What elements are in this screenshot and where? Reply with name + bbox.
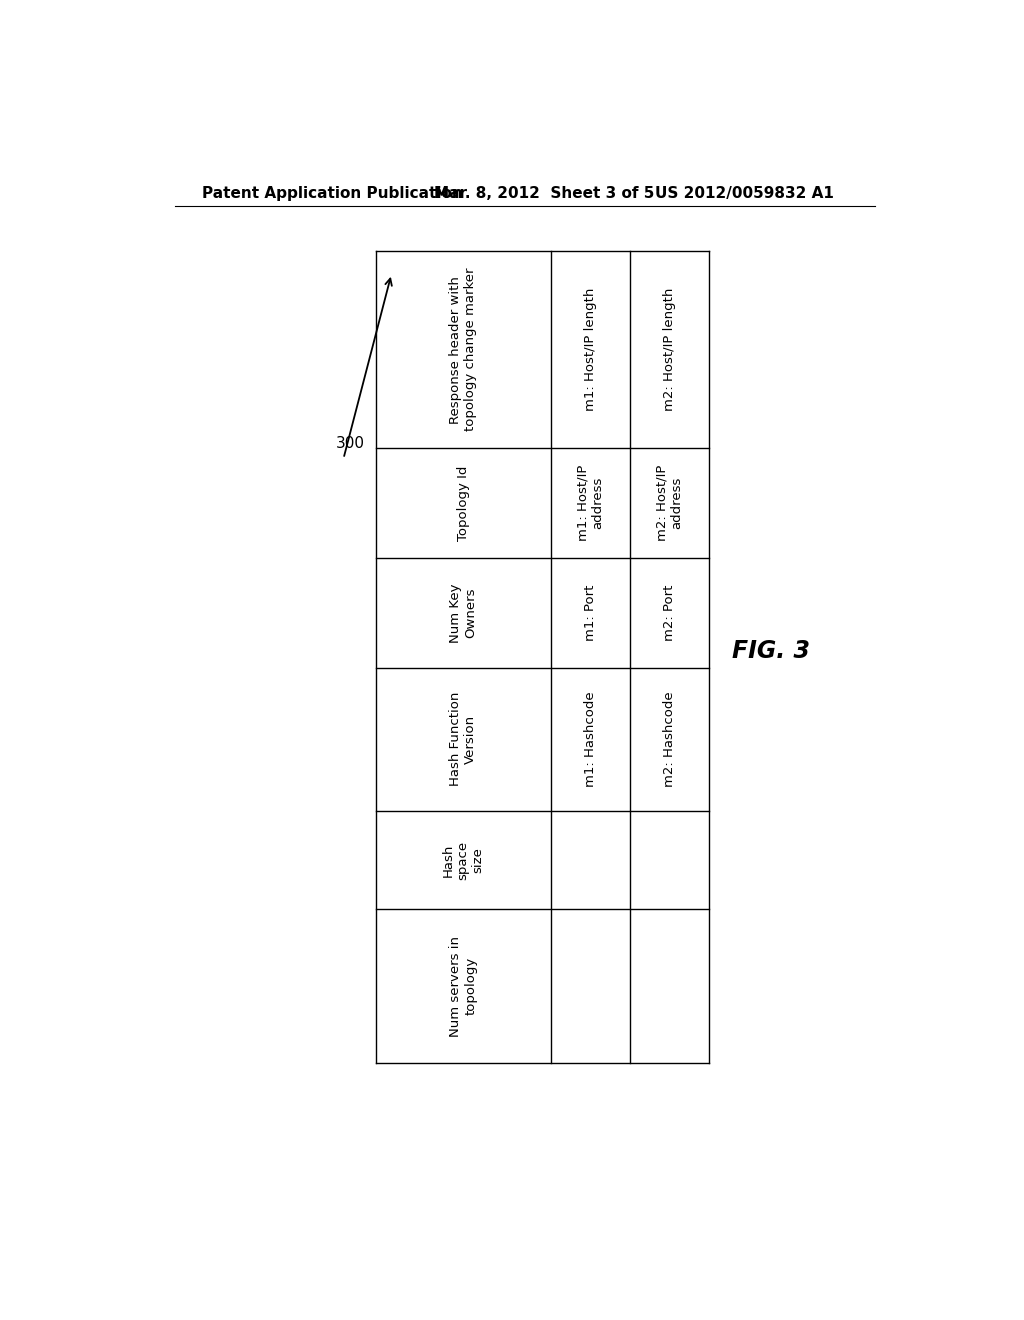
Text: Response header with
topology change marker: Response header with topology change mar… (450, 268, 477, 432)
Text: Hash Function
Version: Hash Function Version (450, 692, 477, 787)
Text: m2: Hashcode: m2: Hashcode (664, 692, 676, 787)
Text: Num Key
Owners: Num Key Owners (450, 583, 477, 643)
Text: Topology Id: Topology Id (457, 466, 470, 541)
Text: Patent Application Publication: Patent Application Publication (202, 186, 463, 201)
Text: m1: Hashcode: m1: Hashcode (584, 692, 597, 787)
Text: Num servers in
topology: Num servers in topology (450, 936, 477, 1036)
Text: m1: Host/IP length: m1: Host/IP length (584, 288, 597, 412)
Text: m2: Host/IP length: m2: Host/IP length (664, 288, 676, 412)
Text: Mar. 8, 2012  Sheet 3 of 5: Mar. 8, 2012 Sheet 3 of 5 (434, 186, 654, 201)
Text: m2: Port: m2: Port (664, 585, 676, 642)
Text: 300: 300 (336, 436, 365, 451)
Text: m1: Host/IP
address: m1: Host/IP address (577, 465, 604, 541)
Text: m1: Port: m1: Port (584, 585, 597, 642)
Text: m2: Host/IP
address: m2: Host/IP address (655, 465, 684, 541)
Text: FIG. 3: FIG. 3 (732, 639, 810, 663)
Text: Hash
space
size: Hash space size (441, 841, 484, 879)
Text: US 2012/0059832 A1: US 2012/0059832 A1 (655, 186, 834, 201)
